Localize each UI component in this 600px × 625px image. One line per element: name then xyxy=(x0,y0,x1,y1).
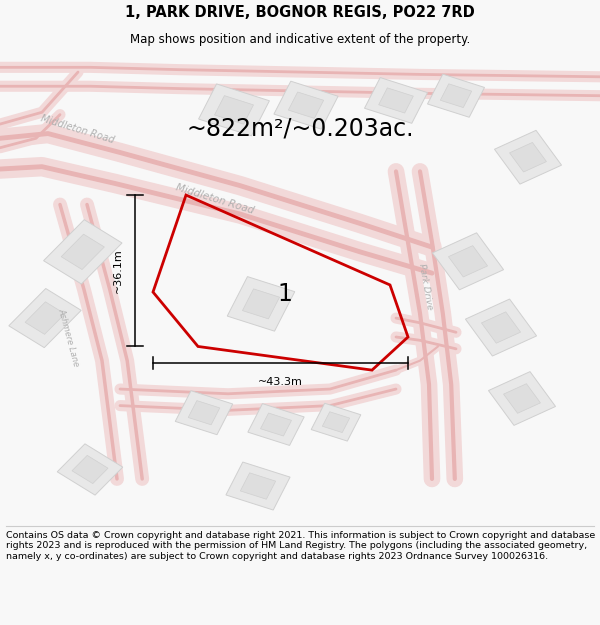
Polygon shape xyxy=(188,401,220,425)
Polygon shape xyxy=(260,413,292,436)
Text: 1: 1 xyxy=(278,282,292,306)
Text: Middleton Road: Middleton Road xyxy=(174,182,255,216)
Polygon shape xyxy=(215,96,253,124)
Polygon shape xyxy=(25,302,65,334)
Polygon shape xyxy=(488,372,556,426)
Polygon shape xyxy=(248,404,304,446)
Polygon shape xyxy=(481,312,521,343)
Polygon shape xyxy=(503,384,541,413)
Polygon shape xyxy=(44,219,122,284)
Polygon shape xyxy=(311,403,361,441)
Text: ~36.1m: ~36.1m xyxy=(113,248,123,293)
Polygon shape xyxy=(466,299,536,356)
Text: 1, PARK DRIVE, BOGNOR REGIS, PO22 7RD: 1, PARK DRIVE, BOGNOR REGIS, PO22 7RD xyxy=(125,5,475,20)
Text: Contains OS data © Crown copyright and database right 2021. This information is : Contains OS data © Crown copyright and d… xyxy=(6,531,595,561)
Polygon shape xyxy=(274,81,338,129)
Polygon shape xyxy=(427,74,485,118)
Polygon shape xyxy=(379,88,413,113)
Polygon shape xyxy=(199,84,269,136)
Polygon shape xyxy=(175,391,233,435)
Polygon shape xyxy=(433,232,503,290)
Polygon shape xyxy=(241,473,275,499)
Polygon shape xyxy=(61,234,104,269)
Text: Middleton Road: Middleton Road xyxy=(39,113,115,145)
Polygon shape xyxy=(322,412,350,432)
Polygon shape xyxy=(509,142,547,172)
Polygon shape xyxy=(9,289,81,348)
Polygon shape xyxy=(226,462,290,510)
Polygon shape xyxy=(494,131,562,184)
Polygon shape xyxy=(242,289,280,319)
Polygon shape xyxy=(227,277,295,331)
Polygon shape xyxy=(440,84,472,107)
Text: ~822m²/~0.203ac.: ~822m²/~0.203ac. xyxy=(186,117,414,141)
Text: Map shows position and indicative extent of the property.: Map shows position and indicative extent… xyxy=(130,32,470,46)
Polygon shape xyxy=(364,78,428,123)
Polygon shape xyxy=(57,444,123,495)
Text: Ashmere Lane: Ashmere Lane xyxy=(57,307,81,368)
Text: ~43.3m: ~43.3m xyxy=(258,377,303,387)
Text: Park Drive: Park Drive xyxy=(417,263,434,311)
Polygon shape xyxy=(72,456,108,484)
Polygon shape xyxy=(448,246,488,277)
Polygon shape xyxy=(289,92,323,118)
